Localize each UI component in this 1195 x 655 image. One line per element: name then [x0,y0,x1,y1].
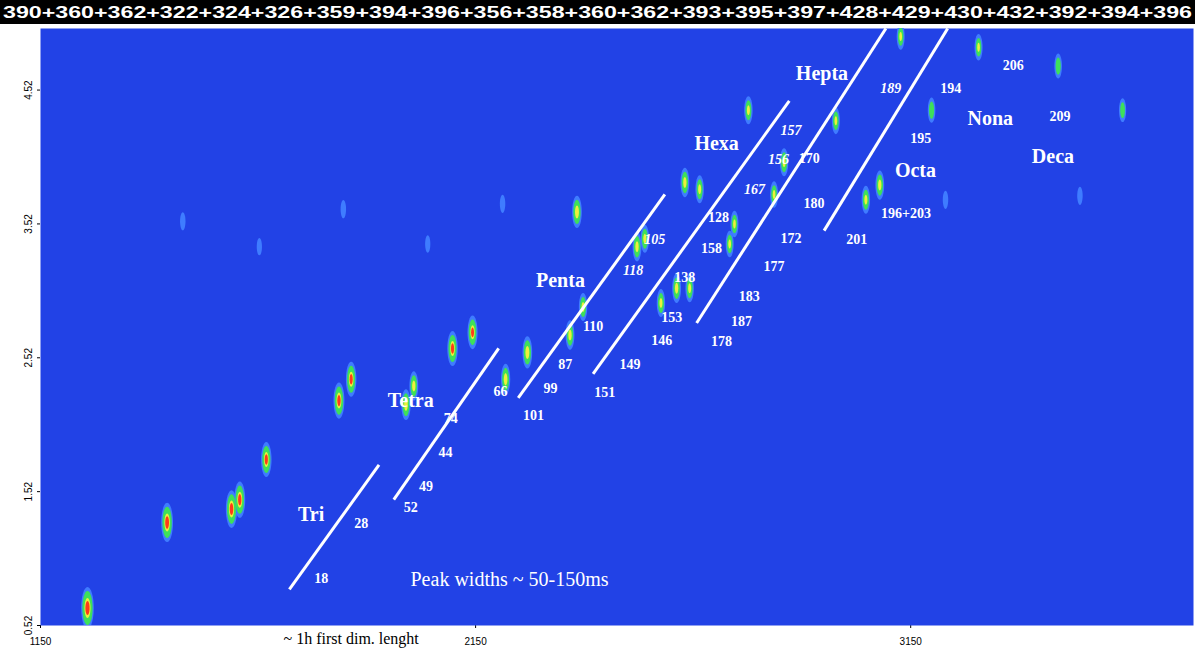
svg-text:1150: 1150 [30,636,52,647]
svg-text:~ 1h first dim. lenght: ~ 1h first dim. lenght [284,630,420,648]
svg-text:209: 209 [1049,109,1070,124]
svg-text:Tetra: Tetra [388,389,434,411]
svg-text:167: 167 [744,182,766,197]
svg-text:49: 49 [419,479,433,494]
svg-text:177: 177 [764,259,785,274]
svg-text:149: 149 [620,357,641,372]
svg-text:3.52: 3.52 [23,214,34,234]
svg-text:99: 99 [543,381,557,396]
svg-text:196+203: 196+203 [881,206,931,221]
svg-text:183: 183 [739,289,760,304]
svg-text:110: 110 [583,319,603,334]
svg-text:18: 18 [314,571,328,586]
svg-text:44: 44 [439,445,453,460]
svg-text:105: 105 [644,232,665,247]
svg-text:28: 28 [354,516,368,531]
svg-text:2150: 2150 [464,636,487,647]
svg-text:101: 101 [523,408,544,423]
svg-text:194: 194 [940,81,961,96]
svg-text:Peak widths ~ 50-150ms: Peak widths ~ 50-150ms [411,568,609,590]
svg-text:128: 128 [708,210,729,225]
svg-text:178: 178 [711,334,732,349]
svg-text:206: 206 [1003,58,1024,73]
svg-text:170: 170 [799,151,820,166]
svg-text:52: 52 [404,500,418,515]
svg-text:151: 151 [594,385,615,400]
svg-text:172: 172 [781,231,802,246]
svg-text:146: 146 [651,333,672,348]
svg-text:189: 189 [880,81,901,96]
svg-text:195: 195 [910,131,931,146]
svg-text:0.52: 0.52 [23,615,34,635]
svg-text:Hexa: Hexa [694,132,738,154]
svg-text:87: 87 [558,357,572,372]
svg-text:66: 66 [493,384,507,399]
svg-text:Nona: Nona [968,107,1014,129]
svg-text:Deca: Deca [1032,145,1074,167]
svg-text:158: 158 [701,241,722,256]
svg-text:390+360+362+322+324+326+359+39: 390+360+362+322+324+326+359+394+396+356+… [3,3,1192,22]
svg-text:3150: 3150 [900,636,923,647]
svg-text:201: 201 [846,232,867,247]
svg-text:4.52: 4.52 [23,80,34,100]
svg-text:153: 153 [661,310,682,325]
svg-text:Octa: Octa [895,159,936,181]
svg-text:Penta: Penta [536,269,585,291]
svg-text:2.52: 2.52 [23,348,34,368]
svg-text:157: 157 [781,123,803,138]
svg-text:187: 187 [731,314,752,329]
svg-text:1.52: 1.52 [23,481,34,501]
svg-text:156: 156 [768,152,789,167]
svg-text:180: 180 [804,196,825,211]
svg-text:Tri: Tri [298,503,325,525]
svg-text:74: 74 [444,411,458,426]
svg-text:138: 138 [674,270,695,285]
svg-text:Hepta: Hepta [796,62,848,85]
svg-text:118: 118 [623,263,643,278]
